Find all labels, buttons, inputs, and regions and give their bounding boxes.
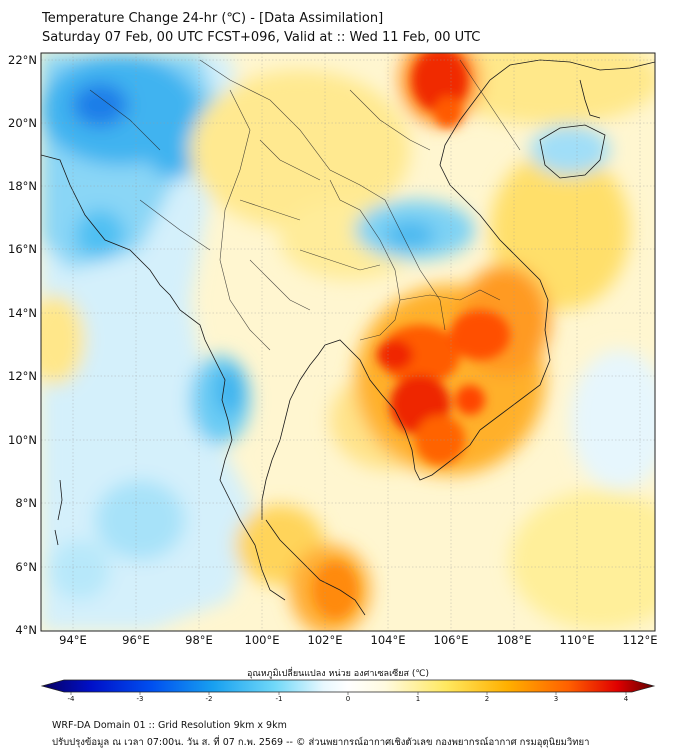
lat-label: 20°N: [8, 116, 37, 130]
lon-label: 104°E: [371, 633, 406, 647]
lon-label: 100°E: [245, 633, 280, 647]
coastlines: [41, 59, 655, 616]
colorbar-tick: 1: [416, 695, 420, 703]
lat-label: 4°N: [15, 623, 37, 637]
lat-label: 18°N: [8, 179, 37, 193]
lat-label: 6°N: [15, 560, 37, 574]
lat-label: 22°N: [8, 53, 37, 67]
colorbar-tick: 0: [346, 695, 350, 703]
longitude-labels: 94°E 96°E 98°E 100°E 102°E 104°E 106°E 1…: [59, 633, 657, 647]
lat-label: 14°N: [8, 306, 37, 320]
lon-label: 106°E: [434, 633, 469, 647]
lat-label: 16°N: [8, 242, 37, 256]
colorbar-tick: 2: [485, 695, 489, 703]
gridlines: [41, 53, 655, 631]
colorbar-tick: -2: [206, 695, 213, 703]
lat-label: 10°N: [8, 433, 37, 447]
colorbar-tick: -3: [137, 695, 144, 703]
temperature-field: [41, 53, 655, 631]
colorbar: -4 -3 -2 -1 0 1 2 3 4: [40, 679, 656, 703]
colorbar-bar: [40, 679, 656, 693]
lat-label: 12°N: [8, 369, 37, 383]
lon-label: 96°E: [122, 633, 150, 647]
lon-label: 98°E: [185, 633, 213, 647]
lat-label: 8°N: [15, 496, 37, 510]
colorbar-tick: 3: [554, 695, 558, 703]
footer-credit: ปรับปรุงข้อมูล ณ เวลา 07:00น. วัน ส. ที่…: [52, 737, 590, 748]
colorbar-tick: -4: [68, 695, 76, 703]
map-title: Temperature Change 24-hr (℃) - [Data Ass…: [42, 11, 384, 26]
lon-label: 94°E: [59, 633, 87, 647]
lon-label: 108°E: [497, 633, 532, 647]
colorbar-tick: 4: [624, 695, 629, 703]
lon-label: 102°E: [308, 633, 343, 647]
footer-model-info: WRF-DA Domain 01 :: Grid Resolution 9km …: [52, 720, 287, 731]
borders: [89, 59, 521, 351]
colorbar-label: อุณหภูมิเปลี่ยนแปลง หน่วย องศาเซลเซียส (…: [246, 669, 430, 679]
latitude-labels: 22°N 20°N 18°N 16°N 14°N 12°N 10°N 8°N 6…: [8, 53, 37, 637]
map-frame: [40, 52, 656, 632]
lon-label: 112°E: [623, 633, 658, 647]
colorbar-tick: -1: [276, 695, 283, 703]
lon-label: 110°E: [560, 633, 595, 647]
map-subtitle: Saturday 07 Feb, 00 UTC FCST+096, Valid …: [42, 30, 481, 45]
